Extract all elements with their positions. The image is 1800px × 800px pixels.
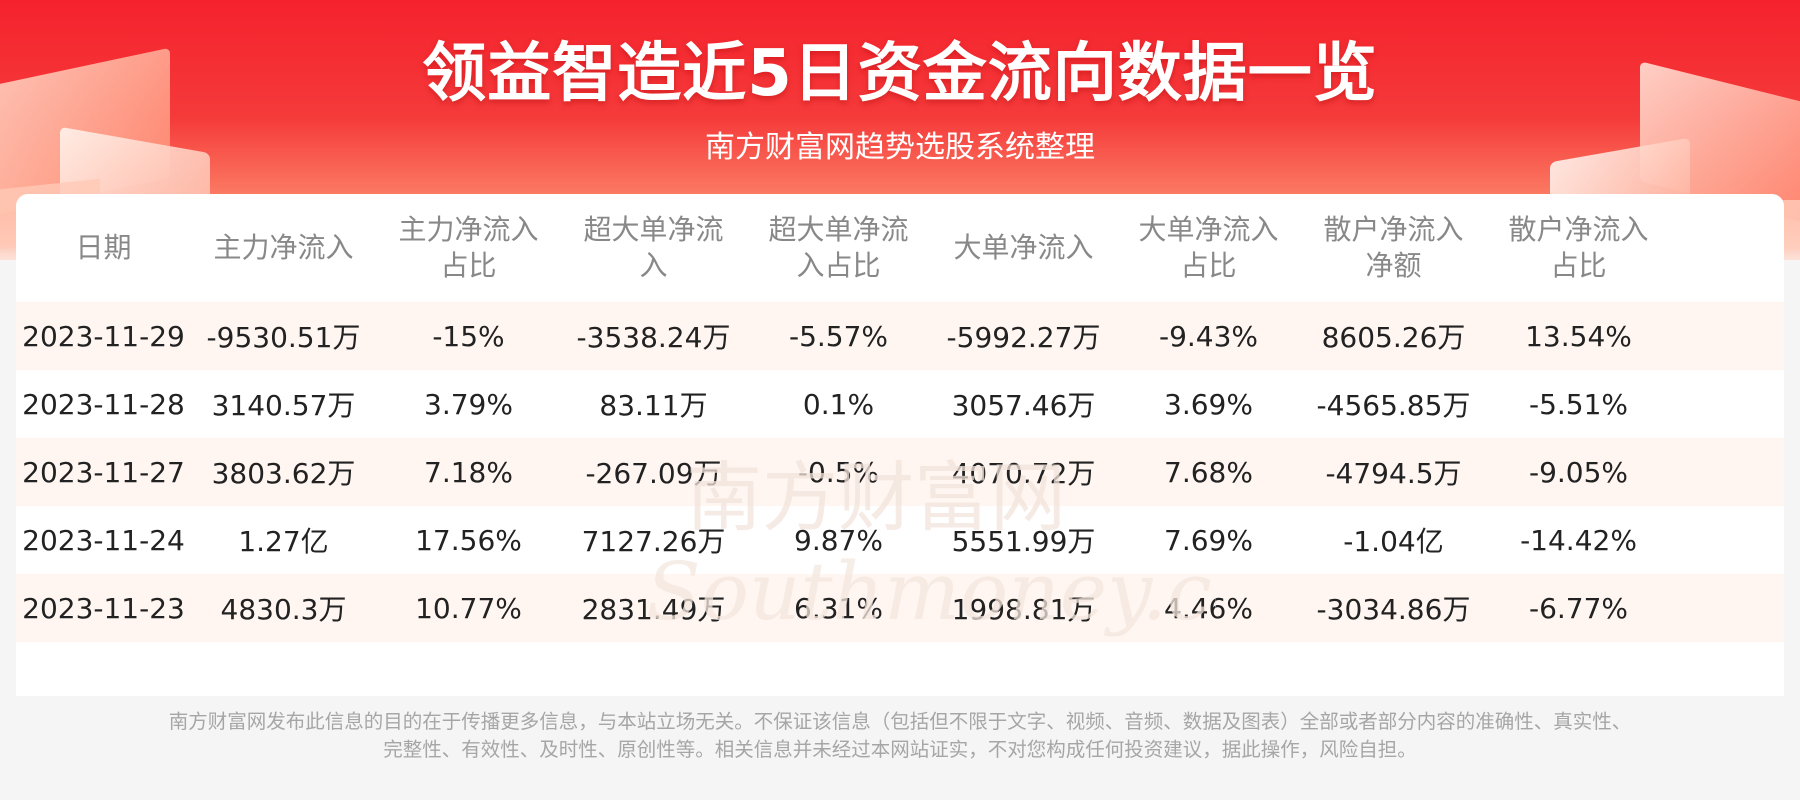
table-cell: -3034.86万 bbox=[1316, 593, 1471, 626]
column-header: 大单净流入 bbox=[931, 230, 1116, 266]
table-cell: -1.04亿 bbox=[1343, 525, 1444, 558]
table-row: 2023-11-29 -9530.51万 -15% -3538.24万 -5.57% -5… bbox=[16, 302, 1784, 370]
table-cell: 7.18% bbox=[424, 455, 513, 489]
table-cell: 3.69% bbox=[1164, 387, 1253, 421]
table-cell: 2023-11-27 bbox=[22, 455, 185, 489]
column-header-line: 大单净流入 bbox=[1138, 213, 1279, 246]
table-cell: -9530.51万 bbox=[206, 321, 361, 354]
disclaimer-line-2: 完整性、有效性、及时性、原创性等。相关信息并未经过本网站证实，不对您构成任何投资… bbox=[383, 738, 1417, 761]
table-cell: 2023-11-24 bbox=[22, 523, 185, 557]
table-cell: 3140.57万 bbox=[211, 389, 356, 422]
table-cell: 9.87% bbox=[794, 523, 883, 557]
table-cell: -5992.27万 bbox=[946, 321, 1101, 354]
table-cell: 10.77% bbox=[415, 591, 522, 625]
table-cell: -267.09万 bbox=[585, 457, 722, 490]
table-cell: 17.56% bbox=[415, 523, 522, 557]
table-cell: -4794.5万 bbox=[1325, 457, 1462, 490]
column-header: 日期 bbox=[16, 230, 191, 266]
table-cell: -15% bbox=[432, 319, 505, 353]
table-row: 2023-11-28 3140.57万 3.79% 83.11万 0.1% 3057.46… bbox=[16, 370, 1784, 438]
column-header-line: 超大单净流 bbox=[768, 213, 909, 246]
column-header-line: 占比 bbox=[440, 249, 497, 282]
table-cell: 4070.72万 bbox=[951, 457, 1096, 490]
table-cell: 4.46% bbox=[1164, 591, 1253, 625]
column-header: 散户净流入 净额 bbox=[1301, 212, 1486, 284]
column-header: 主力净流入 bbox=[191, 230, 376, 266]
table-row: 2023-11-27 3803.62万 7.18% -267.09万 -0.5% 4070… bbox=[16, 438, 1784, 506]
table-cell: -4565.85万 bbox=[1316, 389, 1471, 422]
page-subtitle: 南方财富网趋势选股系统整理 bbox=[705, 130, 1095, 165]
table-cell: 3057.46万 bbox=[951, 389, 1096, 422]
table-cell: 6.31% bbox=[794, 591, 883, 625]
table-cell: 4830.3万 bbox=[220, 593, 347, 626]
table-cell: -14.42% bbox=[1520, 523, 1637, 557]
table-cell: 1998.81万 bbox=[951, 593, 1096, 626]
table-cell: 1.27亿 bbox=[238, 525, 329, 558]
table-cell: 2023-11-28 bbox=[22, 387, 185, 421]
column-header-line: 入占比 bbox=[796, 249, 881, 282]
table-cell: 2831.49万 bbox=[581, 593, 726, 626]
column-header-line: 占比 bbox=[1180, 249, 1237, 282]
table-cell: 83.11万 bbox=[599, 389, 708, 422]
column-header-line: 日期 bbox=[75, 231, 132, 264]
table-cell: 0.1% bbox=[802, 387, 875, 421]
table-cell: -9.43% bbox=[1158, 319, 1259, 353]
table-cell: -5.57% bbox=[788, 319, 889, 353]
column-header-line: 主力净流入 bbox=[398, 213, 539, 246]
column-header-line: 入 bbox=[639, 249, 668, 282]
table-cell: 7127.26万 bbox=[581, 525, 726, 558]
column-header-line: 净额 bbox=[1365, 249, 1422, 282]
table-cell: 2023-11-29 bbox=[22, 319, 185, 353]
column-header-line: 散户净流入 bbox=[1508, 213, 1649, 246]
table-cell: 13.54% bbox=[1525, 319, 1632, 353]
column-header: 超大单净流 入占比 bbox=[746, 212, 931, 284]
table-cell: 7.69% bbox=[1164, 523, 1253, 557]
table-cell: -6.77% bbox=[1528, 591, 1629, 625]
page-title: 领益智造近5日资金流向数据一览 bbox=[422, 37, 1378, 111]
table-cell: 3803.62万 bbox=[211, 457, 356, 490]
table-cell: 2023-11-23 bbox=[22, 591, 185, 625]
table-cell: 5551.99万 bbox=[951, 525, 1096, 558]
table-row: 2023-11-23 4830.3万 10.77% 2831.49万 6.31% 1998… bbox=[16, 574, 1784, 642]
column-header-line: 大单净流入 bbox=[953, 231, 1094, 264]
disclaimer: 南方财富网发布此信息的目的在于传播更多信息，与本站立场无关。不保证该信息（包括但… bbox=[0, 708, 1800, 764]
table-cell: 7.68% bbox=[1164, 455, 1253, 489]
column-header-line: 散户净流入 bbox=[1323, 213, 1464, 246]
column-header-line: 占比 bbox=[1550, 249, 1607, 282]
table-row: 2023-11-24 1.27亿 17.56% 7127.26万 9.87% 5551.9… bbox=[16, 506, 1784, 574]
column-header: 散户净流入 占比 bbox=[1486, 212, 1671, 284]
column-header: 超大单净流入 bbox=[561, 212, 746, 284]
table-cell: 8605.26万 bbox=[1321, 321, 1466, 354]
column-header-line: 主力净流入 bbox=[213, 231, 354, 264]
column-header: 主力净流入 占比 bbox=[376, 212, 561, 284]
table-cell: -0.5% bbox=[797, 455, 880, 489]
table-cell: -9.05% bbox=[1528, 455, 1629, 489]
disclaimer-line-1: 南方财富网发布此信息的目的在于传播更多信息，与本站立场无关。不保证该信息（包括但… bbox=[168, 710, 1632, 733]
column-header: 大单净流入 占比 bbox=[1116, 212, 1301, 284]
table-cell: -5.51% bbox=[1528, 387, 1629, 421]
column-header-line: 超大单净流 bbox=[583, 213, 724, 246]
data-table: 日期 主力净流入 主力净流入 占比 超大单净流入超大单净流 入占比 大单净流入 大单净流入 占比… bbox=[16, 194, 1784, 696]
table-cell: 3.79% bbox=[424, 387, 513, 421]
table-header-row: 日期 主力净流入 主力净流入 占比 超大单净流入超大单净流 入占比 大单净流入 大单净流入 占比… bbox=[16, 194, 1784, 302]
table-cell: -3538.24万 bbox=[576, 321, 731, 354]
